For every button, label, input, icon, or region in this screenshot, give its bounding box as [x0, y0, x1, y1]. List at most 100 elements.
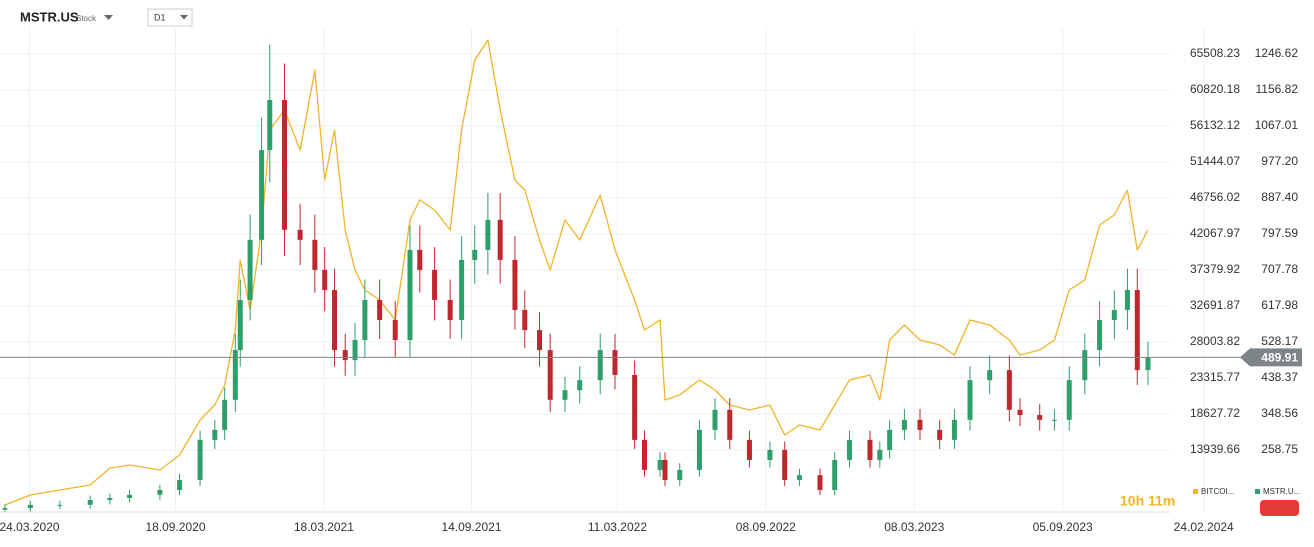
candle: [522, 290, 528, 349]
candle-body: [696, 429, 702, 470]
candle: [967, 366, 973, 431]
candle-body: [712, 409, 718, 430]
candle-body: [177, 479, 183, 490]
candle: [577, 366, 583, 404]
x-tick-label: 08.09.2022: [736, 520, 796, 534]
candle: [1124, 268, 1130, 330]
candle-body: [967, 380, 973, 420]
candle-body: [577, 380, 583, 391]
candle: [677, 463, 683, 486]
candle: [459, 236, 465, 339]
candle: [696, 419, 702, 477]
candle: [157, 484, 163, 500]
x-tick-label: 24.02.2024: [1174, 520, 1234, 534]
candle-body: [832, 459, 838, 490]
y-tick-label: 37379.92: [1190, 262, 1240, 276]
candle: [447, 279, 453, 339]
candle: [352, 322, 358, 376]
candle-body: [867, 439, 873, 460]
candle: [362, 279, 368, 358]
candle: [867, 430, 873, 468]
candle-body: [796, 475, 802, 480]
candle-body: [87, 500, 93, 505]
candle-body: [432, 269, 438, 300]
candle: [832, 452, 838, 496]
candle: [641, 430, 647, 477]
y-tick-label: 51444.07: [1190, 154, 1240, 168]
candle: [212, 419, 218, 450]
candle-body: [987, 370, 993, 381]
candle: [987, 355, 993, 395]
interval-box[interactable]: [147, 8, 193, 27]
candle: [237, 279, 243, 367]
candle: [901, 409, 907, 440]
candle-body: [107, 498, 113, 501]
x-tick-label: 05.09.2023: [1033, 520, 1093, 534]
candle: [727, 398, 733, 450]
interval-dropdown[interactable]: [180, 15, 188, 20]
y-tick-label: 65508.23: [1190, 46, 1240, 60]
legend-swatch: [1193, 489, 1198, 494]
candle: [887, 419, 893, 459]
candle: [767, 441, 773, 468]
candle-body: [259, 150, 265, 240]
candle-body: [951, 419, 957, 440]
candle-body: [232, 350, 238, 400]
candle-body: [877, 449, 883, 460]
candle-body: [497, 219, 503, 260]
candle-body: [352, 340, 358, 361]
candle: [877, 441, 883, 468]
candle-body: [522, 310, 528, 331]
candle-body: [282, 99, 288, 230]
candle: [1017, 398, 1023, 427]
candle-body: [562, 390, 568, 400]
candle-body: [447, 299, 453, 321]
candle: [57, 500, 63, 509]
candle-body: [247, 239, 253, 300]
candle: [177, 473, 183, 496]
y-tick-label: 23315.77: [1190, 370, 1240, 384]
candle-body: [222, 399, 228, 430]
plot-area: [2, 39, 1151, 512]
y2-tick-label: 1246.62: [1255, 46, 1299, 60]
candle-body: [342, 350, 348, 361]
candle: [232, 333, 238, 413]
symbol[interactable]: MSTR.US: [20, 9, 79, 24]
candle: [247, 214, 253, 321]
candle-body: [312, 239, 318, 270]
last-price-tag: [1240, 348, 1302, 367]
action-button[interactable]: [1260, 500, 1299, 516]
candle-body: [1124, 289, 1130, 311]
candle-body: [362, 299, 368, 341]
candle: [127, 489, 133, 503]
candle: [1111, 290, 1117, 339]
candle: [282, 63, 288, 256]
y2-tick-label: 528.17: [1261, 334, 1298, 348]
candle-body: [237, 299, 243, 351]
candle: [712, 398, 718, 440]
candle: [332, 268, 338, 367]
candle: [87, 495, 93, 509]
candle: [632, 360, 638, 450]
x-tick-label: 14.09.2021: [441, 520, 501, 534]
candle-body: [632, 374, 638, 440]
candle: [432, 247, 438, 321]
candle-body: [917, 419, 923, 430]
candle-body: [57, 504, 63, 506]
candle: [547, 333, 553, 413]
candle-body: [1037, 415, 1043, 420]
candle: [662, 452, 668, 486]
candle-body: [597, 350, 603, 381]
symbol-dropdown[interactable]: [104, 15, 113, 20]
candle-body: [1006, 370, 1012, 410]
candle-body: [485, 219, 491, 250]
candle: [107, 493, 113, 505]
candle: [951, 409, 957, 450]
candle: [612, 333, 618, 390]
candle: [796, 468, 802, 486]
candle-body: [547, 350, 553, 400]
interval[interactable]: D1: [154, 12, 166, 22]
y-tick-label: 13939.66: [1190, 442, 1240, 456]
candle: [222, 387, 228, 440]
candle: [27, 500, 33, 512]
